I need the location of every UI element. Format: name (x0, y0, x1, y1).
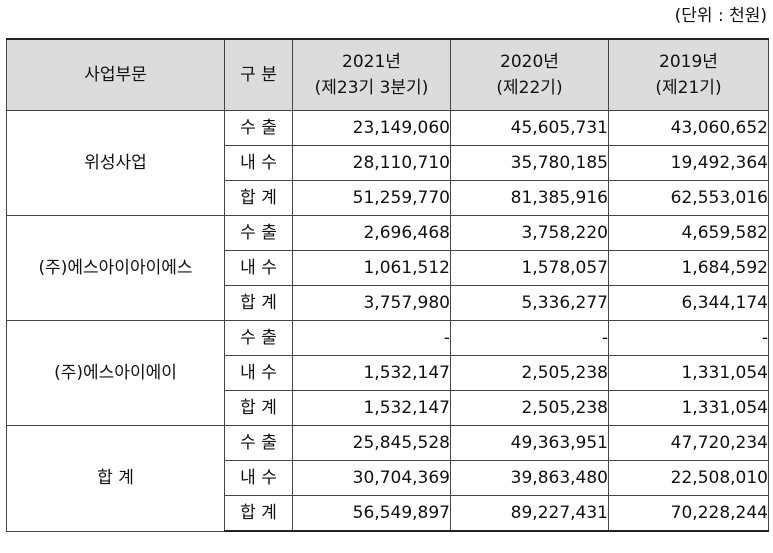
value-2020: 49,363,951 (450, 425, 609, 461)
table-row: 위성사업 수 출 23,149,060 45,605,731 43,060,65… (6, 110, 769, 216)
value-2021: 25,845,528 (292, 425, 451, 461)
row-type: 수 출 (224, 110, 293, 146)
value-2021: 1,532,147 (292, 390, 451, 426)
unit-note: (단위 : 천원) (674, 6, 767, 26)
header-year-2020: 2020년 (제22기) (450, 38, 609, 111)
header-period-label: (제21기) (655, 78, 722, 98)
value-2019: 1,684,592 (608, 250, 769, 286)
row-type: 수 출 (224, 320, 293, 356)
value-2019: 43,060,652 (608, 110, 769, 146)
value-2021: - (292, 320, 451, 356)
sales-by-segment-table: 사업부문 구 분 2021년 (제23기 3분기) 2020년 (제22기) 2… (6, 38, 769, 532)
table-row: 합 계 1,532,147 2,505,238 1,331,054 (7, 390, 769, 426)
segment-group-total: 합 계 수 출 25,845,528 49,363,951 47,720,234… (6, 425, 769, 532)
table-row: 내 수 1,532,147 2,505,238 1,331,054 (7, 355, 769, 391)
header-year-label: 2019년 (659, 52, 718, 72)
value-2020: 2,505,238 (450, 355, 609, 391)
row-type: 합 계 (224, 495, 293, 532)
row-type: 내 수 (224, 145, 293, 181)
row-type: 수 출 (224, 215, 293, 251)
value-2021: 51,259,770 (292, 180, 451, 216)
value-2019: 62,553,016 (608, 180, 769, 216)
header-segment: 사업부문 (6, 38, 225, 111)
value-2021: 23,149,060 (292, 110, 451, 146)
row-type: 내 수 (224, 250, 293, 286)
segment-name: (주)에스아이아이에스 (6, 215, 225, 321)
value-2020: 35,780,185 (450, 145, 609, 181)
row-type: 수 출 (224, 425, 293, 461)
value-2020: 2,505,238 (450, 390, 609, 426)
header-year-label: 2020년 (500, 52, 559, 72)
value-2019: 6,344,174 (608, 285, 769, 321)
row-type: 내 수 (224, 460, 293, 496)
value-2021: 28,110,710 (292, 145, 451, 181)
value-2020: 1,578,057 (450, 250, 609, 286)
segment-name: (주)에스아이에이 (6, 320, 225, 426)
table-row: 합 계 수 출 25,845,528 49,363,951 47,720,234 (6, 425, 769, 532)
segment-name: 합 계 (6, 425, 225, 532)
header-year-2019: 2019년 (제21기) (608, 38, 769, 111)
value-2019: 4,659,582 (608, 215, 769, 251)
value-2021: 2,696,468 (292, 215, 451, 251)
row-type: 합 계 (224, 180, 293, 216)
header-period-label: (제23기 3분기) (314, 78, 429, 98)
value-2019: 19,492,364 (608, 145, 769, 181)
value-2019: 22,508,010 (608, 460, 769, 496)
table-row: 합 계 56,549,897 89,227,431 70,228,244 (7, 495, 769, 532)
value-2021: 3,757,980 (292, 285, 451, 321)
value-2019: 70,228,244 (608, 495, 769, 532)
value-2020: 81,385,916 (450, 180, 609, 216)
value-2021: 30,704,369 (292, 460, 451, 496)
table-row: 내 수 30,704,369 39,863,480 22,508,010 (7, 460, 769, 496)
segment-name: 위성사업 (6, 110, 225, 216)
segment-group-satellite: 위성사업 수 출 23,149,060 45,605,731 43,060,65… (6, 110, 769, 216)
row-type: 내 수 (224, 355, 293, 391)
value-2019: - (608, 320, 769, 356)
value-2019: 1,331,054 (608, 355, 769, 391)
value-2020: 45,605,731 (450, 110, 609, 146)
table-row: 합 계 3,757,980 5,336,277 6,344,174 (7, 285, 769, 321)
table-row: (주)에스아이아이에스 수 출 2,696,468 3,758,220 4,65… (6, 215, 769, 321)
value-2021: 1,532,147 (292, 355, 451, 391)
table-row: 합 계 51,259,770 81,385,916 62,553,016 (7, 180, 769, 216)
segment-group-siis: (주)에스아이아이에스 수 출 2,696,468 3,758,220 4,65… (6, 215, 769, 321)
value-2020: 89,227,431 (450, 495, 609, 532)
row-type: 합 계 (224, 285, 293, 321)
value-2019: 1,331,054 (608, 390, 769, 426)
header-period-label: (제22기) (496, 78, 563, 98)
header-type: 구 분 (224, 38, 293, 111)
table-row: 내 수 1,061,512 1,578,057 1,684,592 (7, 250, 769, 286)
value-2019: 47,720,234 (608, 425, 769, 461)
table-row: (주)에스아이에이 수 출 - - - (6, 320, 769, 426)
value-2021: 56,549,897 (292, 495, 451, 532)
table-row: 내 수 28,110,710 35,780,185 19,492,364 (7, 145, 769, 181)
header-year-label: 2021년 (342, 52, 401, 72)
value-2020: 5,336,277 (450, 285, 609, 321)
header-row: 사업부문 구 분 2021년 (제23기 3분기) 2020년 (제22기) 2… (6, 38, 769, 111)
segment-group-sia: (주)에스아이에이 수 출 - - - 내 수 1,532,147 2,505,… (6, 320, 769, 426)
value-2020: 3,758,220 (450, 215, 609, 251)
row-type: 합 계 (224, 390, 293, 426)
value-2020: 39,863,480 (450, 460, 609, 496)
value-2020: - (450, 320, 609, 356)
header-year-2021: 2021년 (제23기 3분기) (292, 38, 451, 111)
value-2021: 1,061,512 (292, 250, 451, 286)
